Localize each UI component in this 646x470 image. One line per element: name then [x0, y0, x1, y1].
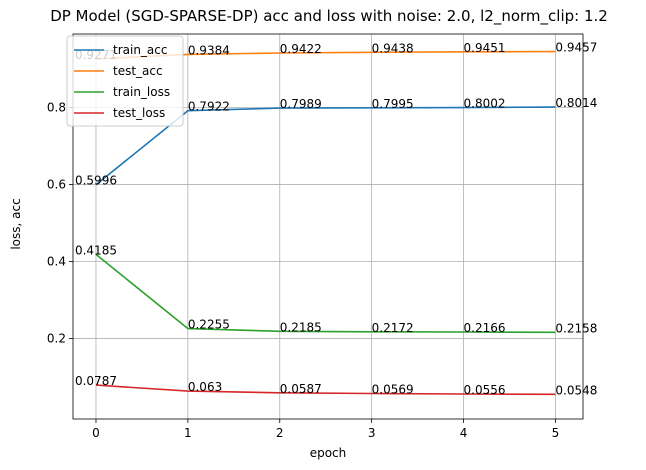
test_loss-data-label: 0.0787: [75, 374, 117, 388]
y-tick-label: 0.6: [47, 178, 66, 192]
test_loss-data-label: 0.063: [188, 380, 222, 394]
plot-area-frame: [72, 33, 584, 420]
x-tick-label: 0: [92, 426, 100, 440]
legend: train_acc test_acc train_loss test_loss: [66, 35, 184, 127]
x-tick-label: 2: [276, 426, 284, 440]
train_acc-data-label: 0.5996: [75, 174, 117, 188]
test_acc-data-label: 0.9451: [464, 41, 506, 55]
test_acc-legend-label: test_acc: [113, 64, 163, 78]
chart-title: DP Model (SGD-SPARSE-DP) acc and loss wi…: [50, 7, 608, 26]
train_loss-data-label: 0.2185: [280, 320, 322, 334]
train_loss-data-label: 0.2158: [555, 321, 597, 335]
test_acc-data-label: 0.9457: [555, 41, 597, 55]
test_loss-line: [95, 384, 556, 396]
test_loss-data-label: 0.0569: [372, 382, 414, 396]
x-axis-label: epoch: [310, 446, 347, 460]
x-tick-label: 5: [552, 426, 560, 440]
train_acc-data-label: 0.7995: [372, 97, 414, 111]
x-tick-label: 4: [460, 426, 468, 440]
test_acc-data-label: 0.9422: [280, 42, 322, 56]
train_loss-legend-label: train_loss: [113, 85, 170, 99]
test_loss-data-label: 0.0548: [555, 383, 597, 397]
train_loss-data-label: 0.4185: [75, 243, 117, 257]
train_loss-data-label: 0.2172: [372, 321, 414, 335]
y-tick-label: 0.4: [47, 255, 66, 269]
y-axis-ticks: 0.2 0.4 0.6 0.8: [47, 101, 73, 345]
train_loss-line: [95, 253, 556, 334]
legend-box: [66, 35, 184, 127]
train_loss-data-label: 0.2255: [188, 318, 230, 332]
y-axis-label: loss, acc: [9, 198, 23, 249]
x-tick-label: 3: [368, 426, 376, 440]
x-tick-label: 1: [184, 426, 192, 440]
test_acc-data-label: 0.9438: [372, 41, 414, 55]
train_acc-legend-label: train_acc: [113, 43, 167, 57]
train_acc-data-label: 0.7989: [280, 97, 322, 111]
test_loss-data-label: 0.0556: [464, 383, 506, 397]
y-tick-label: 0.2: [47, 331, 66, 345]
y-tick-label: 0.8: [47, 101, 66, 115]
train_acc-data-label: 0.8014: [555, 96, 597, 110]
train_loss-data-label: 0.2166: [464, 321, 506, 335]
test_acc-data-label: 0.9384: [188, 43, 230, 57]
train_acc-data-label: 0.7922: [188, 100, 230, 114]
test_loss-data-label: 0.0587: [280, 382, 322, 396]
train_acc-data-label: 0.8002: [464, 97, 506, 111]
x-axis-ticks: 0 1 2 3 4 5: [92, 419, 559, 440]
test_loss-legend-label: test_loss: [113, 106, 165, 120]
